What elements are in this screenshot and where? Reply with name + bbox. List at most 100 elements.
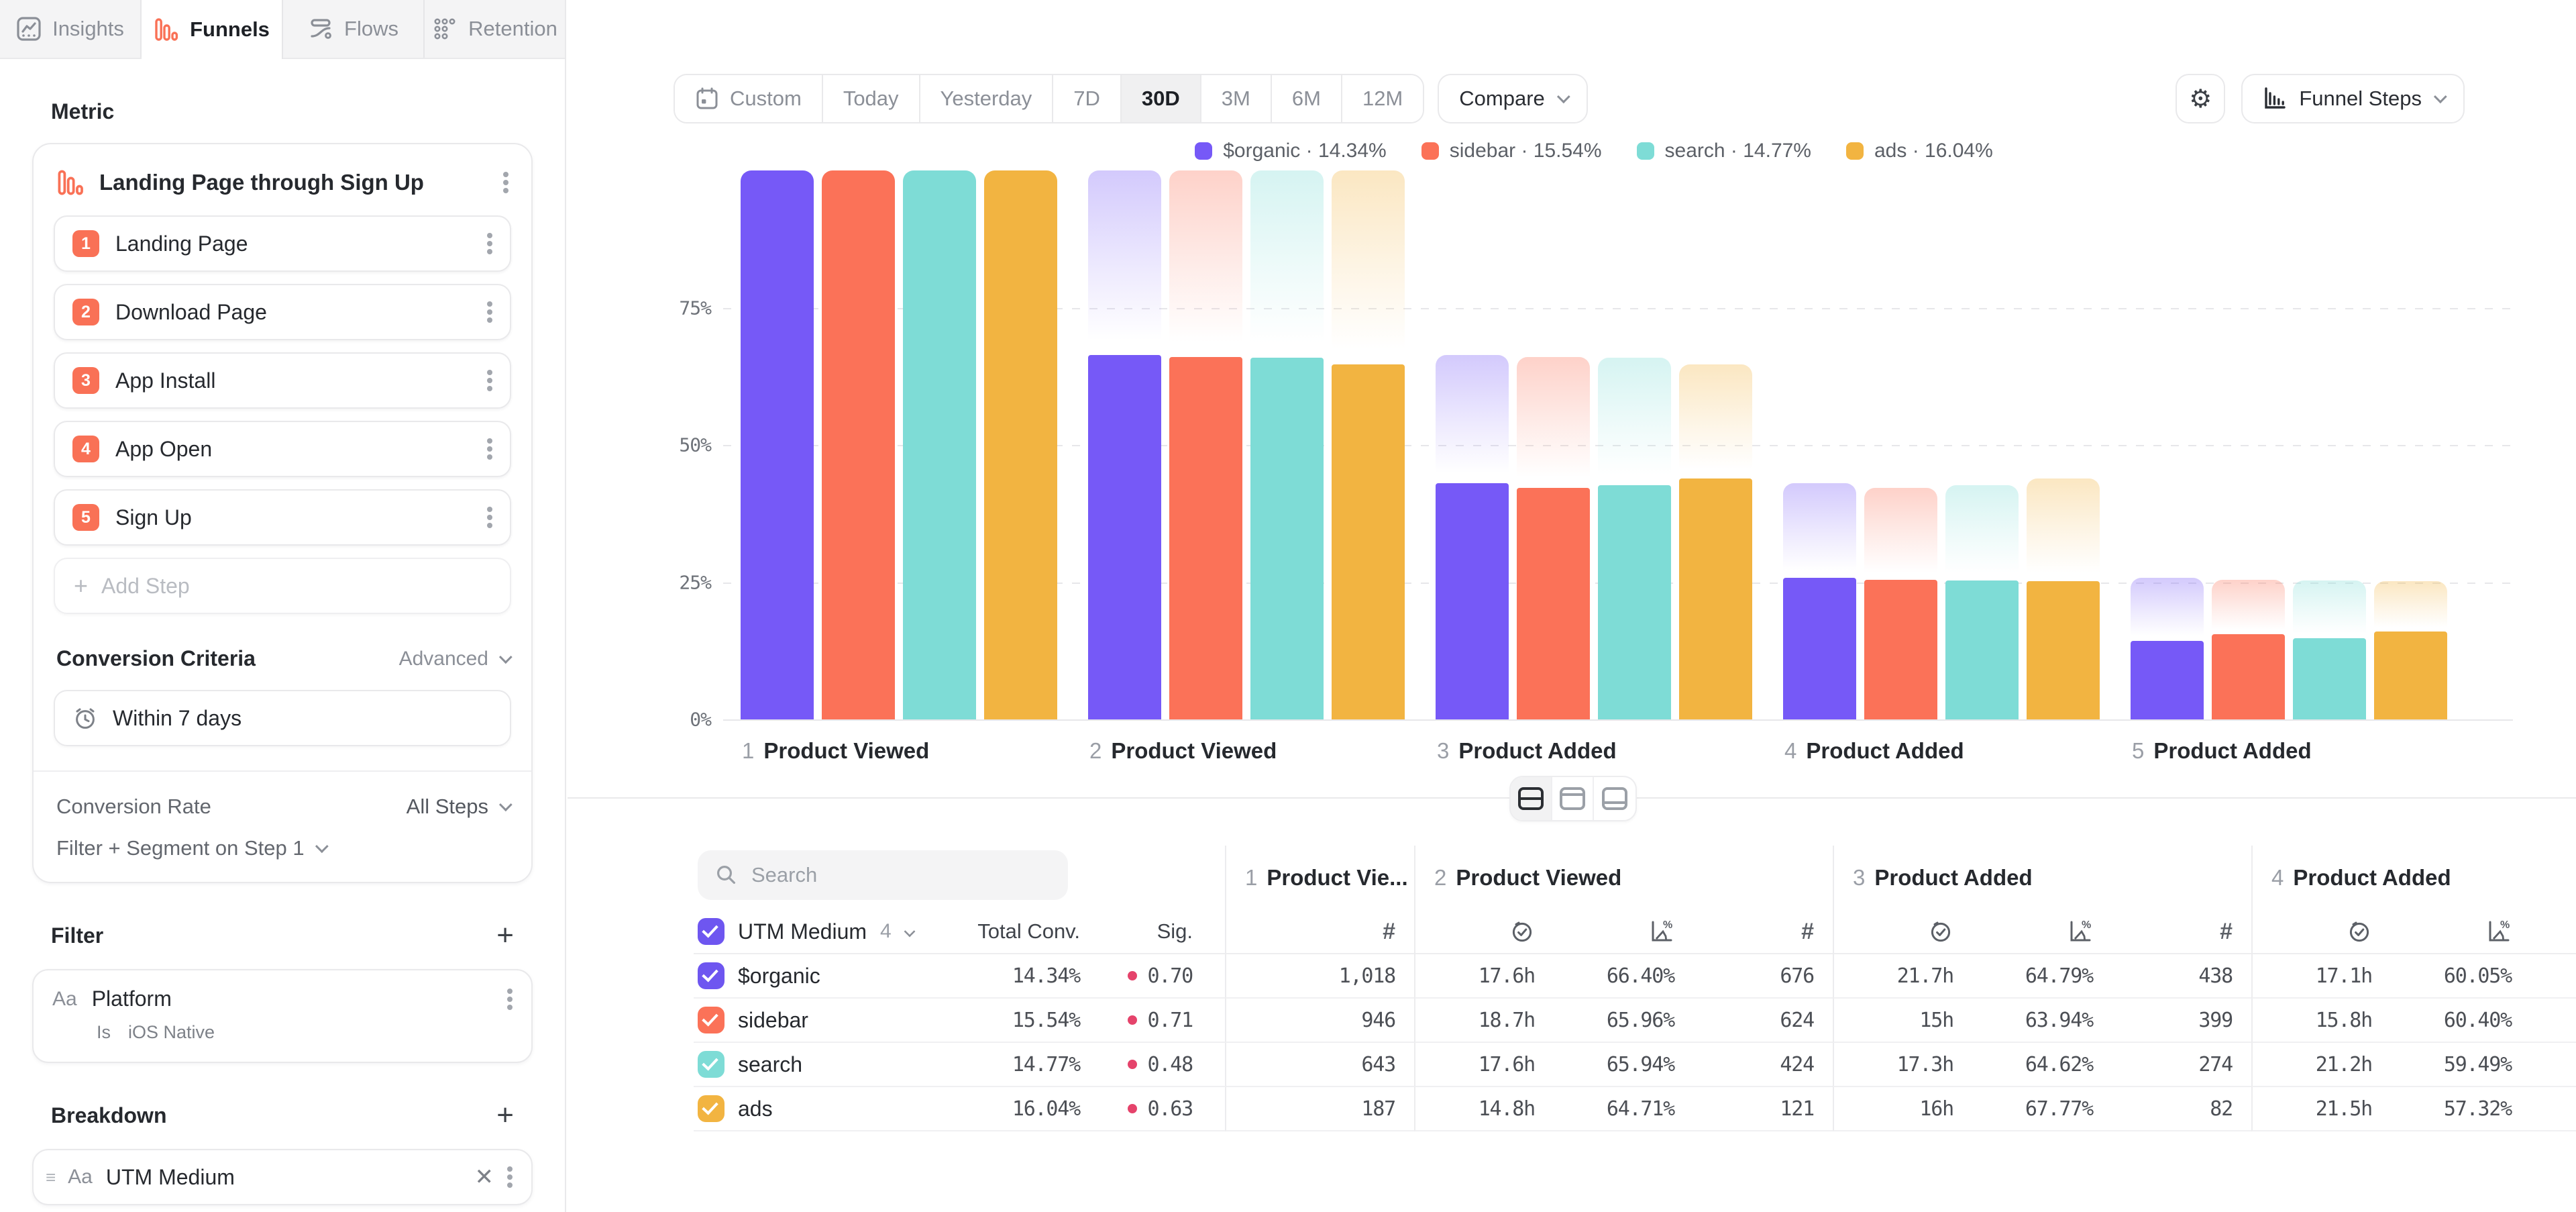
metric-cell: 15h <box>1833 999 1972 1043</box>
legend-item-ads[interactable]: ads · 16.04% <box>1845 140 1993 162</box>
count-column-header[interactable]: # <box>1693 910 1833 954</box>
advanced-dropdown[interactable]: Advanced <box>399 648 513 670</box>
date-range-yesterday[interactable]: Yesterday <box>920 75 1054 122</box>
conversion-rate-dropdown[interactable]: All Steps <box>407 795 513 819</box>
funnel-bar-organic-step1[interactable] <box>741 170 814 719</box>
funnel-bar-ads-step1[interactable] <box>984 170 1057 719</box>
date-range-3m[interactable]: 3M <box>1201 75 1272 122</box>
funnel-bar-organic-step3[interactable] <box>1436 170 1509 719</box>
add-filter-button[interactable]: + <box>496 919 514 952</box>
breakdown-card[interactable]: ≡ Aa UTM Medium ✕ <box>32 1149 533 1205</box>
layout-table-only-button[interactable] <box>1594 777 1635 820</box>
date-range-30d[interactable]: 30D <box>1121 75 1201 122</box>
funnel-bar-organic-step2[interactable] <box>1088 170 1161 719</box>
date-range-label: 3M <box>1221 87 1250 110</box>
funnel-bar-ads-step5[interactable] <box>2374 170 2447 719</box>
funnel-bar-sidebar-step1[interactable] <box>822 170 895 719</box>
tab-funnels[interactable]: Funnels <box>142 0 283 59</box>
funnel-bar-search-step3[interactable] <box>1598 170 1671 719</box>
date-range-12m[interactable]: 12M <box>1342 75 1424 122</box>
legend-item-search[interactable]: search · 14.77% <box>1636 140 1811 162</box>
kebab-menu-icon[interactable] <box>507 996 513 1002</box>
funnel-bar-sidebar-step2[interactable] <box>1169 170 1242 719</box>
kebab-menu-icon[interactable] <box>487 515 492 520</box>
time-to-convert-icon <box>1512 921 1532 942</box>
layout-chart-only-button[interactable] <box>1552 777 1594 820</box>
date-range-6m[interactable]: 6M <box>1271 75 1342 122</box>
funnel-bar-search-step2[interactable] <box>1250 170 1324 719</box>
tab-insights[interactable]: Insights <box>0 0 142 58</box>
funnel-bar-sidebar-step5[interactable] <box>2212 170 2285 719</box>
add-breakdown-button[interactable]: + <box>496 1099 514 1131</box>
metric-card-header[interactable]: Landing Page through Sign Up <box>54 166 511 215</box>
kebab-menu-icon[interactable] <box>503 180 508 185</box>
dimension-header[interactable]: UTM Medium 4 <box>694 910 973 954</box>
kebab-menu-icon[interactable] <box>487 241 492 246</box>
funnel-step-2[interactable]: 2 Download Page <box>54 284 511 340</box>
tab-flows[interactable]: Flows <box>283 0 425 58</box>
funnel-bar-search-step1[interactable] <box>903 170 976 719</box>
chart-settings-button[interactable]: ⚙ <box>2176 74 2226 123</box>
layout-split-view-button[interactable] <box>1511 777 1552 820</box>
search-input[interactable] <box>751 863 1020 887</box>
legend-item-organic[interactable]: $organic · 14.34% <box>1195 140 1387 162</box>
kebab-menu-icon[interactable] <box>487 309 492 315</box>
count-column-header[interactable]: # <box>1225 910 1414 954</box>
filter-card[interactable]: Aa Platform Is iOS Native <box>32 969 533 1063</box>
row-checkbox[interactable] <box>698 1007 724 1033</box>
funnel-bar-sidebar-step3[interactable] <box>1517 170 1590 719</box>
date-range-7d[interactable]: 7D <box>1053 75 1122 122</box>
avg-time-column-header[interactable] <box>2251 910 2391 954</box>
filter-segment-dropdown[interactable]: Filter + Segment on Step 1 <box>54 836 511 863</box>
row-checkbox[interactable] <box>698 1095 724 1122</box>
select-all-checkbox[interactable] <box>698 918 724 945</box>
funnel-bar-search-step5[interactable] <box>2293 170 2366 719</box>
chart-type-button[interactable]: Funnel Steps <box>2241 74 2465 123</box>
row-checkbox[interactable] <box>698 962 724 989</box>
legend-item-sidebar[interactable]: sidebar · 15.54% <box>1421 140 1602 162</box>
funnel-step-3[interactable]: 3 App Install <box>54 352 511 409</box>
metric-cell: 60.40% <box>2391 999 2530 1043</box>
funnel-bar-organic-step4[interactable] <box>1783 170 1856 719</box>
funnel-bar-ads-step3[interactable] <box>1679 170 1752 719</box>
funnel-bar-ads-step4[interactable] <box>2027 170 2100 719</box>
drag-handle-icon[interactable]: ≡ <box>46 1166 56 1187</box>
kebab-menu-icon[interactable] <box>507 1174 513 1180</box>
total-conv-column-header[interactable]: Total Conv. <box>973 910 1093 954</box>
conv-rate-column-header[interactable]: % <box>2391 910 2530 954</box>
bar-segment <box>984 170 1057 719</box>
date-range-custom[interactable]: Custom <box>675 75 823 122</box>
funnel-bar-search-step4[interactable] <box>1945 170 2019 719</box>
tab-retention[interactable]: Retention <box>425 0 565 58</box>
step-name: Product Added <box>2293 865 2451 890</box>
sig-dot-icon <box>1127 1015 1137 1025</box>
avg-time-column-header[interactable] <box>1833 910 1972 954</box>
table-row-ads[interactable]: ads 16.04% 0.63 187 14.8h 64.71% 121 16h 67.77% 8… <box>694 1087 2576 1131</box>
funnel-step-1[interactable]: 1 Landing Page <box>54 215 511 272</box>
kebab-menu-icon[interactable] <box>487 446 492 452</box>
avg-time-column-header[interactable] <box>1414 910 1554 954</box>
table-row-organic[interactable]: $organic 14.34% 0.70 1,018 17.6h 66.40% 676 21.… <box>694 954 2576 999</box>
count-column-header[interactable]: # <box>2112 910 2251 954</box>
count-column-header[interactable] <box>2530 910 2576 954</box>
table-row-search[interactable]: search 14.77% 0.48 643 17.6h 65.94% 424 17.3h 64… <box>694 1043 2576 1087</box>
conv-rate-column-header[interactable]: % <box>1972 910 2112 954</box>
group-title-step4: 4 Product Added <box>2251 846 2576 910</box>
funnel-bar-sidebar-step4[interactable] <box>1864 170 1937 719</box>
table-row-sidebar[interactable]: sidebar 15.54% 0.71 946 18.7h 65.96% 624 15h 63.… <box>694 999 2576 1043</box>
add-step-button[interactable]: + Add Step <box>54 558 511 614</box>
compare-button[interactable]: Compare <box>1438 74 1588 123</box>
remove-breakdown-icon[interactable]: ✕ <box>474 1164 494 1190</box>
conv-rate-column-header[interactable]: % <box>1554 910 1693 954</box>
kebab-menu-icon[interactable] <box>487 378 492 383</box>
sig-column-header[interactable]: Sig. <box>1093 910 1225 954</box>
table-search[interactable] <box>698 850 1068 900</box>
funnel-bar-ads-step2[interactable] <box>1332 170 1405 719</box>
conversion-window-button[interactable]: Within 7 days <box>54 690 511 746</box>
date-range-today[interactable]: Today <box>822 75 920 122</box>
funnel-step-5[interactable]: 5 Sign Up <box>54 489 511 546</box>
funnel-step-4[interactable]: 4 App Open <box>54 421 511 477</box>
funnel-bar-organic-step5[interactable] <box>2131 170 2204 719</box>
sig-value: 0.70 <box>1147 964 1194 988</box>
row-checkbox[interactable] <box>698 1051 724 1078</box>
